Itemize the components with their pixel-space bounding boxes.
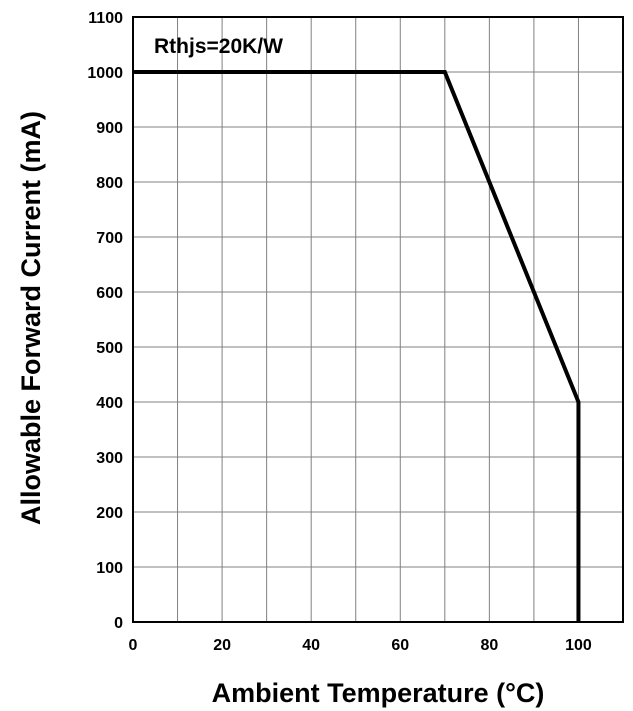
- x-tick-label: 100: [565, 637, 592, 654]
- x-axis-ticks: 0 20 40 60 80 100: [129, 637, 592, 654]
- x-axis-title: Ambient Temperature (°C): [212, 678, 545, 708]
- y-tick-label: 600: [96, 285, 123, 302]
- y-tick-label: 400: [96, 395, 123, 412]
- y-tick-label: 900: [96, 120, 123, 137]
- y-tick-label: 0: [114, 615, 123, 632]
- y-tick-label: 500: [96, 340, 123, 357]
- y-tick-label: 100: [96, 560, 123, 577]
- y-tick-label: 1000: [87, 65, 123, 82]
- grid: [133, 17, 623, 622]
- plot-frame: [133, 17, 623, 622]
- y-tick-label: 700: [96, 230, 123, 247]
- y-tick-label: 800: [96, 175, 123, 192]
- annotation-rthjs: Rthjs=20K/W: [154, 35, 283, 58]
- y-tick-label: 300: [96, 450, 123, 467]
- y-tick-label: 200: [96, 505, 123, 522]
- x-tick-label: 0: [129, 637, 138, 654]
- y-tick-label: 1100: [88, 10, 123, 27]
- x-tick-label: 20: [213, 637, 231, 654]
- x-tick-label: 60: [391, 637, 409, 654]
- x-tick-label: 80: [480, 637, 498, 654]
- y-axis-ticks: 0 100 200 300 400 500 600 700 800 900 1000 1100: [87, 10, 123, 632]
- x-tick-label: 40: [302, 637, 320, 654]
- y-axis-title: Allowable Forward Current (mA): [16, 111, 46, 525]
